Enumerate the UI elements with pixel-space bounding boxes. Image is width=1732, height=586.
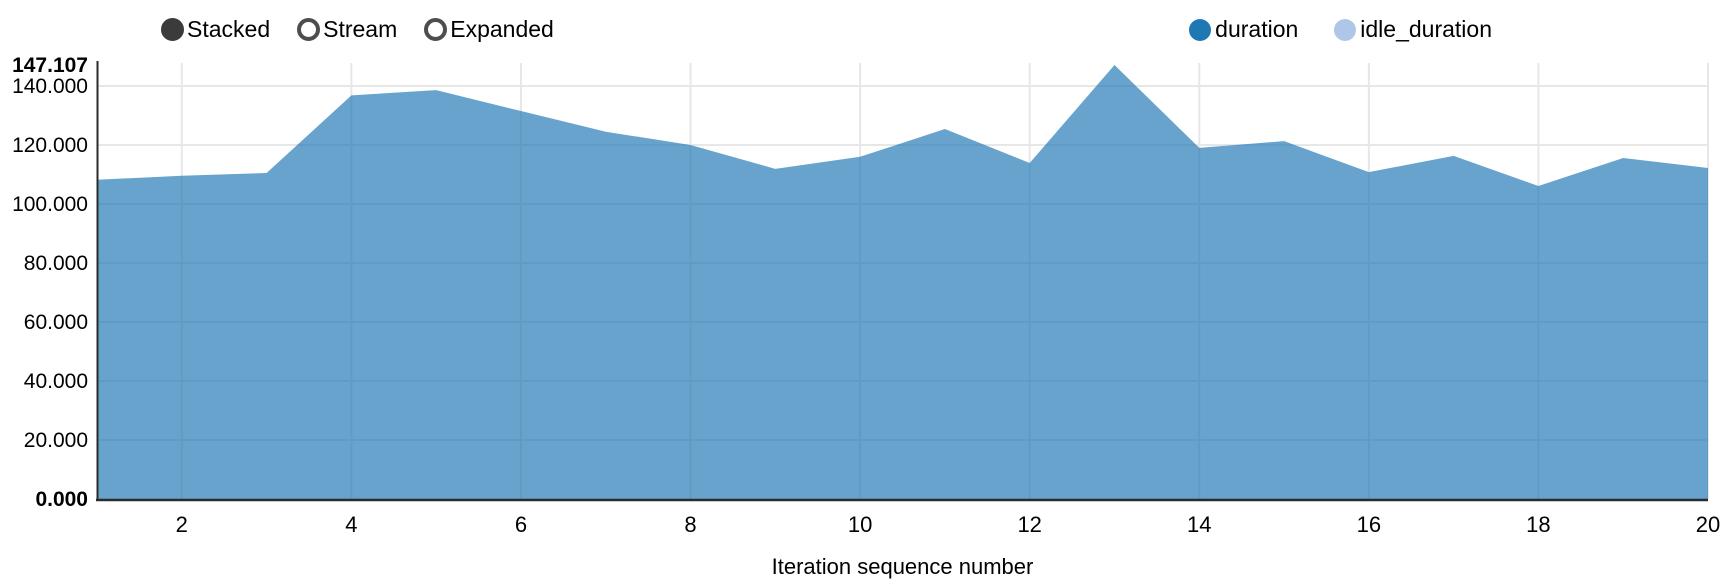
radio-filled-icon: [161, 18, 184, 41]
x-tick-label: 8: [684, 512, 696, 537]
x-tick-label: 14: [1187, 512, 1211, 537]
y-tick-label: 20.000: [24, 429, 88, 452]
chart-mode-controls: Stacked Stream Expanded: [161, 16, 554, 43]
x-axis-title: Iteration sequence number: [772, 554, 1034, 579]
area-series-duration[interactable]: [97, 65, 1708, 499]
series-color-dot-icon: [1334, 18, 1357, 41]
legend-label: idle_duration: [1360, 16, 1492, 42]
chart-header: Stacked Stream Expanded duration idle_du…: [0, 0, 1732, 48]
series-color-dot-icon: [1189, 18, 1212, 41]
y-tick-label: 80.000: [24, 252, 88, 275]
radio-ring-icon: [424, 18, 448, 41]
legend-item-duration[interactable]: duration: [1189, 16, 1298, 43]
y-axis-min-label: 0.000: [35, 488, 88, 511]
y-tick-label: 60.000: [24, 311, 88, 334]
y-tick-label: 140.000: [12, 75, 88, 98]
x-tick-label: 4: [345, 512, 357, 537]
control-label: Stream: [323, 16, 398, 42]
x-tick-label: 6: [515, 512, 527, 537]
x-tick-label: 20: [1696, 512, 1720, 537]
legend-item-idle-duration[interactable]: idle_duration: [1334, 16, 1492, 43]
y-tick-label: 100.000: [12, 193, 88, 216]
control-stacked[interactable]: Stacked: [161, 16, 270, 43]
control-label: Expanded: [450, 16, 554, 42]
x-tick-label: 2: [176, 512, 188, 537]
chart-legend: duration idle_duration: [1189, 16, 1492, 43]
legend-label: duration: [1215, 16, 1299, 42]
x-tick-label: 16: [1357, 512, 1381, 537]
control-label: Stacked: [187, 16, 271, 42]
x-tick-label: 10: [848, 512, 872, 537]
control-expanded[interactable]: Expanded: [424, 16, 554, 43]
x-tick-label: 12: [1017, 512, 1041, 537]
radio-ring-icon: [297, 18, 321, 41]
control-stream[interactable]: Stream: [297, 16, 397, 43]
y-tick-label: 40.000: [24, 370, 88, 393]
y-tick-label: 120.000: [12, 134, 88, 157]
x-tick-label: 18: [1526, 512, 1550, 537]
y-axis-max-label: 147.107: [12, 54, 88, 77]
